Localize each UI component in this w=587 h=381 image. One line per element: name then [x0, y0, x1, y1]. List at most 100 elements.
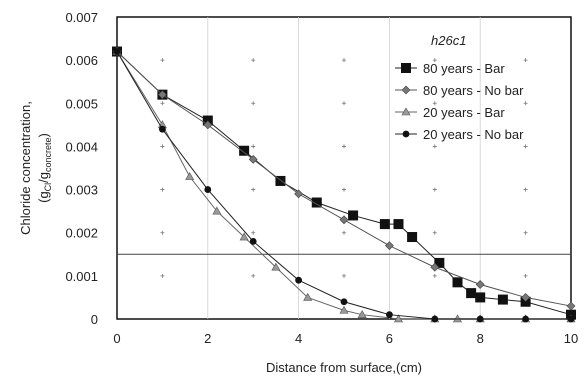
y-tick-label: 0.006 — [65, 53, 98, 68]
legend-entry: 20 years - Bar — [395, 105, 505, 120]
legend-entry: 20 years - No bar — [395, 127, 524, 142]
data-point — [239, 145, 250, 156]
data-point — [271, 262, 281, 271]
data-point — [159, 125, 166, 133]
grid-dot — [160, 187, 165, 192]
grid-dot — [342, 58, 346, 63]
data-point — [431, 315, 439, 323]
data-point — [401, 107, 411, 116]
grid-dot — [251, 230, 256, 235]
legend-label: 80 years - No bar — [423, 83, 524, 98]
grid-dot — [523, 101, 528, 106]
data-point — [311, 197, 322, 208]
x-tick-label: 2 — [204, 331, 211, 346]
x-axis-label: Distance from surface,(cm) — [266, 360, 422, 375]
data-point — [476, 315, 484, 323]
vertical-gridlines — [207, 17, 481, 319]
grid-dot — [251, 58, 256, 63]
x-tick-labels: 0 2 4 6 8 10 — [113, 331, 578, 346]
grid-dot — [432, 230, 437, 235]
grid-dot — [342, 101, 346, 106]
grid-dot — [251, 273, 256, 278]
grid-dot — [432, 273, 437, 278]
data-point — [275, 175, 286, 186]
series-diamond — [112, 47, 576, 311]
data-point — [339, 305, 349, 314]
data-point — [393, 219, 404, 230]
data-point — [386, 311, 393, 319]
data-point — [522, 315, 529, 323]
x-tick-label: 8 — [477, 331, 484, 346]
grid-dot — [342, 273, 346, 278]
y-axis-unit-label: (gCl/gconcrete) — [36, 133, 53, 203]
data-point — [203, 120, 213, 130]
x-tick-label: 6 — [386, 331, 393, 346]
grid-dot — [523, 144, 528, 149]
data-point — [384, 241, 394, 251]
data-point — [248, 154, 258, 164]
data-point — [303, 292, 313, 301]
data-point — [566, 301, 576, 311]
y-tick-label: 0 — [91, 312, 98, 327]
data-point — [249, 237, 257, 245]
x-tick-label: 4 — [295, 331, 302, 346]
series-group — [112, 46, 576, 323]
grid-dot — [160, 101, 165, 106]
series-circle — [113, 48, 575, 323]
data-point — [204, 186, 212, 193]
data-point — [239, 232, 249, 241]
y-tick-labels: 0 0.001 0.002 0.003 0.004 0.005 0.006 0.007 — [65, 10, 98, 327]
data-point — [113, 48, 121, 55]
data-point — [295, 276, 302, 284]
grid-dot — [160, 144, 165, 149]
data-point — [357, 310, 367, 318]
grid-dot — [523, 187, 528, 192]
data-point — [294, 189, 304, 199]
grid-dot — [523, 230, 528, 235]
grid-dots — [160, 58, 528, 278]
legend-label: 20 years - No bar — [423, 127, 524, 142]
grid-dot — [342, 230, 346, 235]
legend-title: h26c1 — [431, 33, 466, 48]
data-point — [212, 206, 222, 215]
data-point — [339, 215, 349, 225]
data-point — [452, 277, 463, 288]
x-tick-label: 0 — [113, 331, 120, 346]
data-point — [348, 210, 359, 221]
data-point — [157, 90, 167, 100]
grid-dot — [251, 144, 256, 149]
grid-dot — [342, 187, 346, 192]
grid-dot — [342, 144, 346, 149]
data-point — [475, 292, 486, 303]
plot-area — [116, 16, 572, 320]
legend-label: 80 years - Bar — [423, 61, 505, 76]
data-point — [340, 298, 348, 306]
data-point — [393, 314, 403, 323]
y-axis-label: Chloride concentration, — [18, 101, 33, 235]
grid-dot — [432, 187, 437, 192]
grid-dot — [432, 58, 437, 63]
y-tick-label: 0.007 — [65, 10, 98, 25]
data-point — [401, 85, 411, 95]
legend: h26c1 80 years - Bar 80 years - No bar 20 … — [395, 33, 524, 142]
grid-dot — [160, 58, 165, 63]
legend-label: 20 years - Bar — [423, 105, 505, 120]
data-point — [567, 315, 575, 323]
y-tick-label: 0.001 — [65, 269, 98, 284]
grid-dot — [160, 230, 165, 235]
grid-dot — [523, 273, 528, 278]
data-point — [434, 257, 445, 268]
grid-dot — [432, 101, 437, 106]
data-point — [379, 219, 390, 230]
grid-dot — [523, 58, 528, 63]
grid-dot — [432, 144, 437, 149]
grid-dot — [251, 187, 256, 192]
data-point — [407, 232, 418, 243]
y-tick-label: 0.003 — [65, 183, 98, 198]
data-point — [466, 288, 477, 299]
y-tick-label: 0.004 — [65, 139, 98, 154]
grid-dot — [160, 273, 165, 278]
legend-entry: 80 years - No bar — [395, 83, 524, 98]
data-point — [475, 280, 485, 289]
